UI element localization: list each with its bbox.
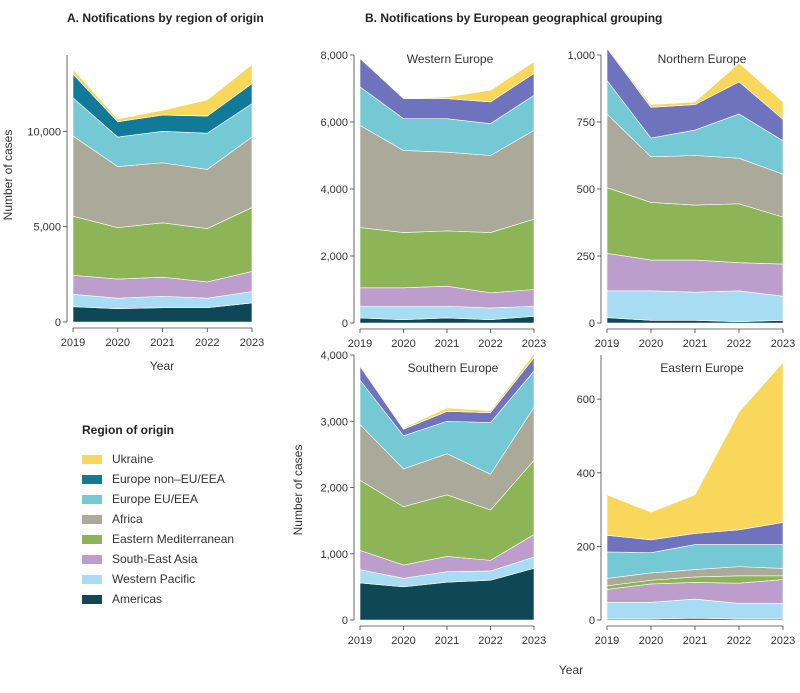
legend-swatch-americas: [82, 594, 102, 604]
area-northern-europe-ukraine: [606, 46, 784, 120]
legend-swatch-ukraine: [82, 454, 102, 464]
x-tick-label: 2020: [639, 338, 663, 350]
area-western-europe-ukraine: [359, 58, 535, 103]
legend-label-western-pacific: Western Pacific: [112, 572, 196, 586]
area-northern-europe-western-pacific: [606, 290, 784, 322]
area-all-regions-ukraine: [72, 63, 253, 123]
chart-title: Western Europe: [407, 52, 494, 66]
x-tick-label: 2021: [435, 338, 459, 350]
chart-all-regions: 0 5,000 10,000 2019 2020 2021 2022 2023 Number o…: [1, 55, 264, 373]
y-axis-label: Number of cases: [291, 445, 305, 536]
legend-label-africa: Africa: [112, 512, 143, 526]
legend-label-eastern-mediterranean: Eastern Mediterranean: [112, 532, 235, 546]
y-tick-label: 4,000: [320, 184, 348, 196]
x-tick-label: 2022: [478, 635, 502, 647]
x-tick-label: 2022: [727, 338, 751, 350]
y-axis-label: Number of cases: [1, 130, 15, 221]
area-western-europe-western-pacific: [359, 305, 535, 320]
chart-title: Eastern Europe: [660, 361, 744, 375]
y-tick-label: 500: [577, 184, 595, 196]
legend-label-europe-non-eu: Europe non–EU/EEA: [112, 472, 225, 486]
y-tick-label: 1,000: [320, 549, 348, 561]
x-tick-label: 2019: [61, 337, 85, 349]
legend-label-ukraine: Ukraine: [112, 452, 154, 466]
y-tick-label: 200: [577, 541, 595, 553]
legend-swatch-europe-non-eu: [82, 474, 102, 484]
legend-item-south-east-asia: South-East Asia: [82, 549, 234, 569]
y-tick-label: 0: [342, 615, 348, 627]
legend-label-europe-eu: Europe EU/EEA: [112, 492, 199, 506]
x-tick-label: 2022: [727, 635, 751, 647]
y-tick-label: 600: [577, 394, 595, 406]
legend-item-ukraine: Ukraine: [82, 449, 234, 469]
chart-title: Northern Europe: [658, 52, 747, 66]
legend-item-africa: Africa: [82, 509, 234, 529]
y-tick-label: 3,000: [320, 416, 348, 428]
area-southern-europe-ukraine: [359, 352, 535, 430]
chart-western-europe: 0 2,000 4,000 6,000 8,000 2019 2020 2021 2022 202…: [320, 50, 546, 350]
legend-item-europe-non-eu: Europe non–EU/EEA: [82, 469, 234, 489]
y-tick-label: 4,000: [320, 350, 348, 362]
y-tick-label: 2,000: [320, 483, 348, 495]
y-tick-label: 0: [342, 318, 348, 330]
chart-southern-europe: 0 1,000 2,000 3,000 4,000 2019 2020 2021 2022 202…: [291, 350, 546, 647]
x-tick-label: 2023: [522, 635, 546, 647]
x-tick-label: 2021: [683, 338, 707, 350]
y-tick-label: 750: [577, 117, 595, 129]
y-tick-label: 2,000: [320, 251, 348, 263]
x-tick-label: 2020: [639, 635, 663, 647]
legend: Region of origin Ukraine Europe non–EU/E…: [82, 423, 234, 609]
legend-item-europe-eu: Europe EU/EEA: [82, 489, 234, 509]
x-tick-label: 2022: [195, 337, 219, 349]
x-tick-label: 2021: [435, 635, 459, 647]
x-tick-label: 2019: [595, 635, 619, 647]
panel-a-title: A. Notifications by region of origin: [67, 11, 264, 25]
legend-swatch-eastern-mediterranean: [82, 534, 102, 544]
x-tick-label: 2023: [240, 337, 264, 349]
legend-item-eastern-mediterranean: Eastern Mediterranean: [82, 529, 234, 549]
legend-swatch-europe-eu: [82, 494, 102, 504]
legend-title: Region of origin: [82, 423, 174, 437]
x-axis-label: Year: [150, 359, 174, 373]
y-tick-label: 1,000: [567, 50, 595, 62]
y-tick-label: 10,000: [27, 126, 61, 138]
x-tick-label: 2021: [683, 635, 707, 647]
panel-b-title: B. Notifications by European geographica…: [365, 11, 663, 25]
bottom-x-axis-label: Year: [559, 663, 583, 677]
legend-item-western-pacific: Western Pacific: [82, 569, 234, 589]
x-tick-label: 2023: [771, 338, 795, 350]
x-tick-label: 2023: [771, 635, 795, 647]
x-tick-label: 2020: [106, 337, 130, 349]
x-tick-label: 2020: [391, 635, 415, 647]
legend-swatch-western-pacific: [82, 574, 102, 584]
legend-label-south-east-asia: South-East Asia: [112, 552, 198, 566]
y-tick-label: 8,000: [320, 50, 348, 62]
y-tick-label: 250: [577, 251, 595, 263]
legend-label-americas: Americas: [112, 592, 163, 606]
legend-swatch-africa: [82, 514, 102, 524]
area-eastern-europe-ukraine: [606, 361, 784, 541]
x-tick-label: 2021: [150, 337, 174, 349]
x-tick-label: 2019: [348, 635, 372, 647]
y-tick-label: 400: [577, 468, 595, 480]
x-tick-label: 2022: [478, 338, 502, 350]
x-tick-label: 2020: [391, 338, 415, 350]
chart-eastern-europe: 0 200 400 600 2019 2020 2021 2022 2023 Eastern Eu…: [577, 355, 795, 647]
y-tick-label: 0: [589, 318, 595, 330]
legend-item-americas: Americas: [82, 589, 234, 609]
y-tick-label: 0: [589, 615, 595, 627]
x-tick-label: 2019: [348, 338, 372, 350]
y-tick-label: 6,000: [320, 117, 348, 129]
y-tick-label: 0: [55, 317, 61, 329]
x-tick-label: 2019: [595, 338, 619, 350]
y-tick-label: 5,000: [33, 222, 61, 234]
chart-northern-europe: 0 250 500 750 1,000 2019 2020 2021 2022 2023 North…: [567, 46, 795, 350]
x-tick-label: 2023: [522, 338, 546, 350]
chart-title: Southern Europe: [408, 361, 499, 375]
legend-swatch-south-east-asia: [82, 554, 102, 564]
